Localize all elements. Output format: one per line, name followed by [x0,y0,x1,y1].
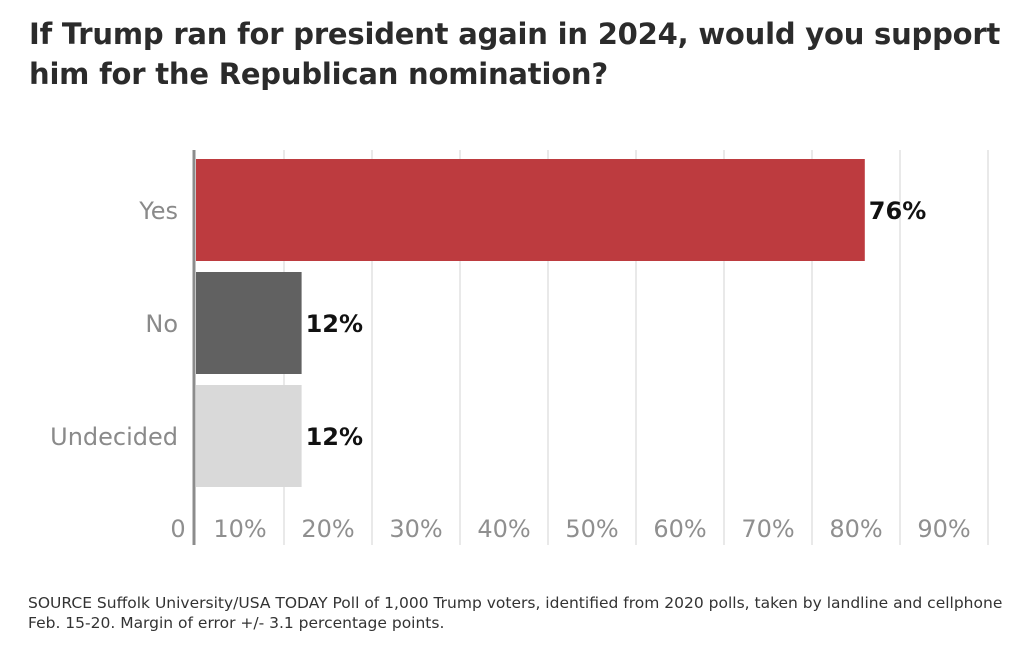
x-tick-label: 10% [213,515,266,543]
category-label: Undecided [50,423,178,451]
x-tick-label: 60% [653,515,706,543]
bar-no [196,272,302,374]
x-tick-label: 30% [389,515,442,543]
value-label: 12% [306,423,363,451]
category-label: Yes [138,197,178,225]
x-tick-labels: 0 10% 20% 30% 40% 50% 60% 70% 80% 90% [170,515,970,543]
bar-chart: Yes No Undecided 76% 12% 12% 0 10% 20% 30% 40% 50… [50,150,989,545]
value-labels: 76% 12% 12% [306,197,927,451]
value-label: 12% [306,310,363,338]
x-tick-label: 90% [917,515,970,543]
bar-undecided [196,385,302,487]
bar-yes [196,159,865,261]
x-tick-label: 70% [741,515,794,543]
category-labels: Yes No Undecided [50,197,178,451]
x-tick-label: 0 [170,515,185,543]
category-label: No [145,310,178,338]
source-note: SOURCE Suffolk University/USA TODAY Poll… [28,594,1003,632]
value-label: 76% [869,197,926,225]
x-tick-label: 80% [829,515,882,543]
x-tick-label: 40% [477,515,530,543]
chart-title: If Trump ran for president again in 2024… [29,17,1001,91]
x-tick-label: 20% [301,515,354,543]
x-tick-label: 50% [565,515,618,543]
bars [196,159,865,487]
